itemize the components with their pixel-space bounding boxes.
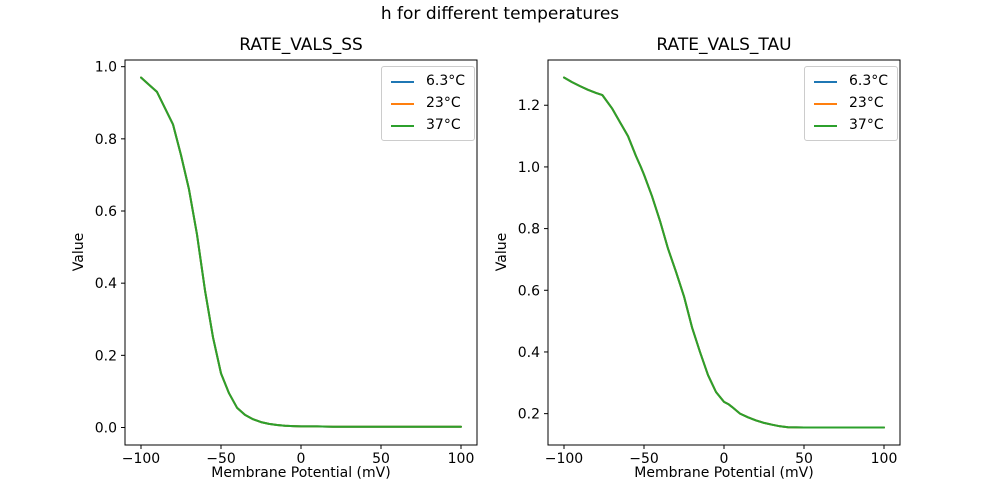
x-tick-label: 0 — [720, 451, 729, 467]
legend-line-sample — [391, 80, 414, 83]
subplot-tau-xlabel: Membrane Potential (mV) — [634, 465, 814, 481]
legend-line-sample — [391, 124, 414, 127]
legend-label: 6.3°C — [426, 73, 466, 89]
y-tick-label: 1.0 — [95, 60, 117, 76]
y-tick-label: 0.6 — [518, 283, 540, 299]
x-tick-label: −50 — [206, 451, 236, 467]
legend-entry: 23°C — [814, 95, 888, 112]
y-tick-label: 0.2 — [95, 348, 117, 364]
subplot-tau-axes: −100 −50 0 50 100 0.2 0.4 0.6 0.8 1.0 1.2 — [518, 59, 901, 467]
y-tick-label: 0.0 — [95, 421, 117, 437]
y-tick-label: 0.4 — [95, 276, 117, 292]
x-tick-label: −100 — [122, 451, 160, 467]
x-tick-label: −100 — [545, 451, 583, 467]
x-tick-label: −50 — [629, 451, 659, 467]
y-tick-label: 0.8 — [518, 222, 540, 238]
legend-entry: 37°C — [391, 117, 465, 134]
x-tick-label: 100 — [448, 451, 475, 467]
legend-entry: 23°C — [391, 95, 465, 112]
series-line-37°C — [140, 76, 462, 428]
x-tick-label: 50 — [795, 451, 813, 467]
y-tick-label: 1.0 — [518, 160, 540, 176]
legend-line-sample — [814, 80, 837, 83]
subplot-ss-axes: −100 −50 0 50 100 0.0 0.2 0.4 0.6 0.8 1.0 — [95, 59, 478, 467]
y-tick-label: 1.2 — [518, 98, 540, 114]
figure-suptitle: h for different temperatures — [380, 4, 620, 24]
x-tick-label: 0 — [297, 451, 306, 467]
subplot-ss-xlabel: Membrane Potential (mV) — [211, 465, 391, 481]
legend-label: 6.3°C — [849, 73, 889, 89]
subplot-tau-legend: 6.3°C 23°C 37°C — [804, 66, 899, 141]
x-tick-label: 100 — [871, 451, 898, 467]
legend-entry: 37°C — [814, 117, 888, 134]
y-tick-label: 0.4 — [518, 345, 540, 361]
series-line-37°C — [563, 76, 885, 429]
legend-line-sample — [814, 102, 837, 105]
subplot-ss-title: RATE_VALS_SS — [239, 35, 363, 55]
legend-line-sample — [391, 102, 414, 105]
legend-label: 23°C — [849, 95, 884, 111]
subplot-tau-ylabel: Value — [494, 232, 510, 272]
subplot-tau-title: RATE_VALS_TAU — [656, 35, 792, 55]
legend-entry: 6.3°C — [814, 73, 888, 90]
legend-label: 37°C — [849, 117, 884, 133]
legend-label: 23°C — [426, 95, 461, 111]
legend-entry: 6.3°C — [391, 73, 465, 90]
legend-line-sample — [814, 124, 837, 127]
y-tick-label: 0.8 — [95, 132, 117, 148]
subplot-ss-ylabel: Value — [71, 232, 87, 272]
legend-label: 37°C — [426, 117, 461, 133]
y-tick-label: 0.2 — [518, 407, 540, 423]
subplot-ss-legend: 6.3°C 23°C 37°C — [381, 66, 476, 141]
x-tick-label: 50 — [372, 451, 390, 467]
y-tick-label: 0.6 — [95, 204, 117, 220]
